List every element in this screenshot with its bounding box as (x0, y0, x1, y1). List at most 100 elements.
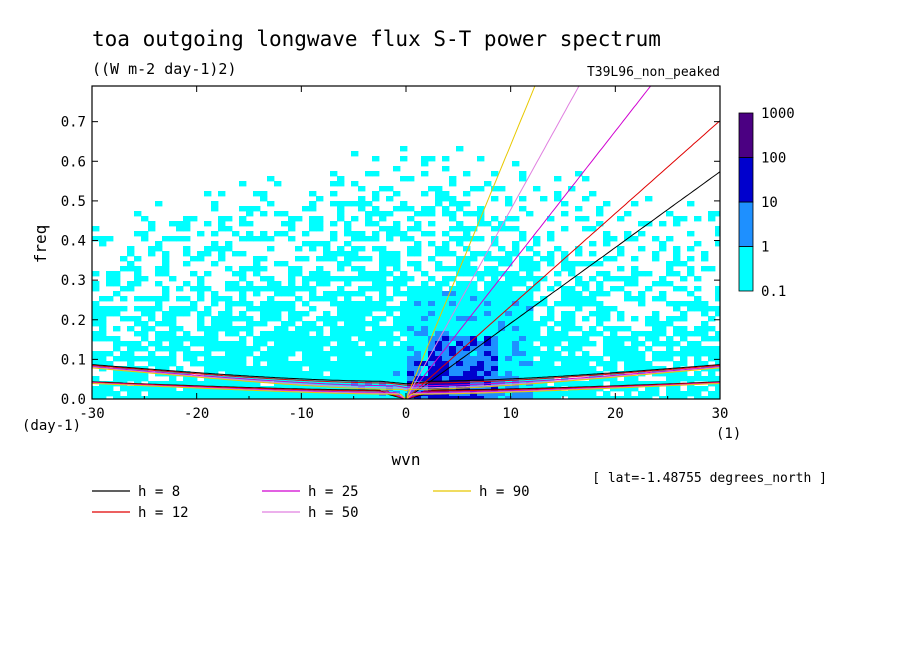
heat-cell (512, 326, 520, 332)
heat-cell (162, 321, 170, 327)
heat-cell (239, 346, 247, 352)
heat-cell (288, 371, 296, 377)
heat-cell (659, 241, 667, 247)
heat-cell (197, 326, 205, 332)
dispersion-curve-line (92, 366, 720, 390)
heat-cell (176, 341, 184, 347)
heat-cell (547, 336, 555, 342)
heat-cell (386, 231, 394, 237)
heat-cell (442, 316, 450, 322)
heat-cell (680, 346, 688, 352)
heat-cell (414, 301, 422, 307)
heat-cell (162, 366, 170, 372)
heat-cell (267, 286, 275, 292)
heat-cell (358, 286, 366, 292)
heat-cell (365, 211, 373, 217)
heat-cell (617, 216, 625, 222)
heat-cell (470, 301, 478, 307)
heat-cell (295, 371, 303, 377)
heat-cell (218, 391, 226, 397)
heat-cell (610, 306, 618, 312)
heat-cell (295, 326, 303, 332)
heat-cell (596, 331, 604, 337)
heat-cell (596, 316, 604, 322)
heat-cell (183, 386, 191, 392)
heat-cell (505, 196, 513, 202)
heat-cell (491, 196, 499, 202)
heat-cell (386, 376, 394, 382)
heat-cell (246, 231, 254, 237)
heat-cell (547, 216, 555, 222)
heat-cell (127, 281, 135, 287)
heat-cell (547, 356, 555, 362)
heat-cell (470, 266, 478, 272)
heat-cell (568, 186, 576, 192)
heat-cell (582, 391, 590, 397)
heat-cell (386, 356, 394, 362)
heat-cell (540, 341, 548, 347)
heat-cell (414, 321, 422, 327)
heat-cell (316, 346, 324, 352)
heat-cell (316, 371, 324, 377)
heat-cell (358, 246, 366, 252)
heat-cell (246, 371, 254, 377)
heat-cell (708, 391, 716, 397)
heat-cell (358, 361, 366, 367)
heat-cell (281, 261, 289, 267)
heat-cell (603, 231, 611, 237)
heat-cell (631, 276, 639, 282)
heat-cell (477, 366, 485, 372)
heat-cell (491, 216, 499, 222)
colorbar-swatch (738, 157, 754, 203)
heat-cell (309, 296, 317, 302)
heat-cell (148, 316, 156, 322)
heat-cell (505, 331, 513, 337)
heat-cell (526, 391, 534, 397)
x-tick-label: -10 (289, 406, 314, 422)
heat-cell (519, 321, 527, 327)
heat-cell (673, 331, 681, 337)
heat-cell (204, 341, 212, 347)
heat-cell (288, 346, 296, 352)
heat-cell (442, 396, 450, 399)
heat-cell (652, 256, 660, 262)
legend-label: h = 90 (479, 484, 530, 500)
heat-cell (694, 341, 702, 347)
heat-cell (624, 336, 632, 342)
heat-cell (645, 316, 653, 322)
heat-cell (484, 181, 492, 187)
dispersion-curve-line (92, 382, 720, 399)
heat-cell (253, 306, 261, 312)
heat-cell (638, 231, 646, 237)
heat-cell (120, 351, 128, 357)
heat-cell (365, 371, 373, 377)
heat-cell (533, 361, 541, 367)
heat-cell (603, 306, 611, 312)
heat-cell (232, 281, 240, 287)
heat-cell (414, 291, 422, 297)
heat-cell (519, 371, 527, 377)
heat-cell (253, 261, 261, 267)
heat-cell (694, 326, 702, 332)
heat-cell (337, 386, 345, 392)
heat-cell (190, 286, 198, 292)
heat-cell (204, 361, 212, 367)
dataset-label: T39L96_non_peaked (587, 65, 720, 80)
heat-cell (694, 386, 702, 392)
heat-cell (204, 381, 212, 387)
dispersion-curve-line (92, 367, 720, 392)
heat-cell (386, 366, 394, 372)
heat-cell (659, 341, 667, 347)
heat-cell (449, 201, 457, 207)
heat-cell (183, 396, 191, 399)
heat-cell (197, 291, 205, 297)
heat-cell (183, 356, 191, 362)
heat-cell (330, 391, 338, 397)
heat-cell (407, 316, 415, 322)
heat-cell (631, 331, 639, 337)
heat-cell (610, 256, 618, 262)
heat-cell (624, 276, 632, 282)
heat-cell (582, 381, 590, 387)
heat-cell (246, 211, 254, 217)
heat-cell (470, 226, 478, 232)
